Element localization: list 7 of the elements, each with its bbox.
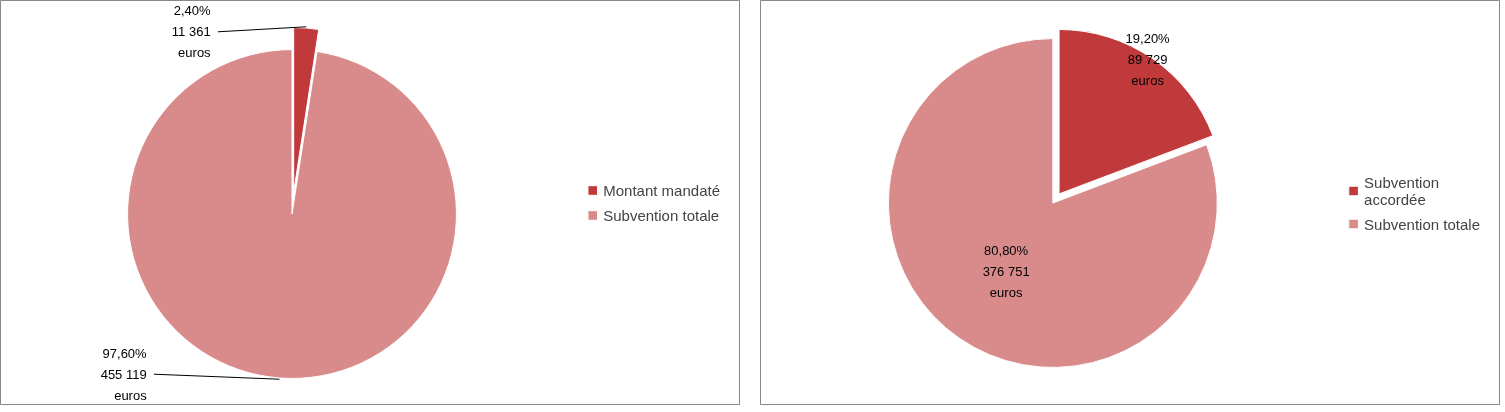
data-label: 2,40% 11 361 euros: [171, 3, 212, 61]
legend-label: Montant mandaté: [603, 181, 720, 199]
legend-label: Subvention totale: [1364, 215, 1480, 232]
data-label: 80,80% 376 751 euros: [982, 242, 1030, 300]
legend-label: Subvention accordée: [1364, 173, 1440, 207]
legend-label: Subvention totale: [603, 206, 720, 224]
data-label: 97,60% 455 119 euros: [100, 345, 148, 403]
